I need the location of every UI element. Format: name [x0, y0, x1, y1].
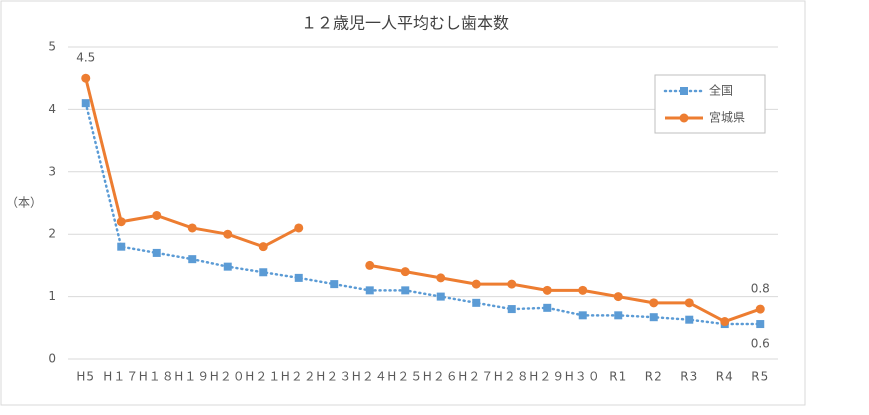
x-tick-label: H２６ [423, 370, 459, 384]
legend-box [654, 74, 766, 134]
x-tick-label: H２４ [352, 370, 388, 384]
marker [756, 320, 765, 329]
marker [614, 311, 623, 320]
marker [116, 217, 126, 227]
marker [649, 298, 659, 308]
marker [613, 292, 623, 302]
x-tick-label: H２３ [316, 370, 352, 384]
marker [436, 292, 445, 301]
marker [578, 285, 588, 295]
marker [152, 210, 162, 220]
marker [365, 286, 374, 295]
marker [472, 298, 481, 307]
x-tick-label: H5 [76, 370, 95, 384]
legend-label: 全国 [709, 83, 733, 98]
marker [294, 273, 303, 282]
x-tick-label: H１７ [103, 370, 139, 384]
x-tick-label: R4 [716, 370, 734, 384]
marker [684, 298, 694, 308]
marker [649, 313, 658, 322]
x-tick-label: H２９ [529, 370, 565, 384]
data-label: 0.6 [751, 337, 770, 351]
legend-label: 宮城県 [709, 110, 745, 125]
x-tick-label: H２０ [210, 370, 246, 384]
marker [223, 262, 232, 271]
marker [685, 315, 694, 324]
marker [400, 267, 410, 277]
marker [471, 279, 481, 289]
chart-border [0, 0, 806, 406]
x-tick-label: H１９ [174, 370, 210, 384]
marker [543, 303, 552, 312]
x-tick-label: H２１ [245, 370, 281, 384]
marker [187, 223, 197, 233]
marker [401, 286, 410, 295]
series-line [369, 263, 761, 324]
marker [330, 280, 339, 289]
marker [81, 99, 90, 108]
marker [223, 229, 233, 239]
x-tick-label: R2 [645, 370, 663, 384]
y-axis-label: （本） [6, 196, 42, 210]
legend-marker [680, 87, 688, 95]
marker [259, 268, 268, 277]
marker [81, 73, 91, 83]
marker [542, 285, 552, 295]
data-label: 0.8 [751, 282, 770, 296]
x-tick-label: H２５ [387, 370, 423, 384]
marker [188, 255, 197, 264]
chart-title: １２歳児一人平均むし歯本数 [301, 14, 509, 33]
marker [507, 305, 516, 314]
data-label: 4.5 [76, 51, 95, 65]
marker [152, 248, 161, 257]
marker [294, 223, 304, 233]
marker [720, 317, 730, 327]
y-tick-label: 0 [48, 352, 56, 366]
y-tick-label: 2 [48, 227, 56, 241]
marker [436, 273, 446, 283]
marker [365, 260, 375, 270]
y-tick-label: 4 [48, 102, 56, 116]
marker [258, 242, 268, 252]
x-tick-label: R3 [680, 370, 698, 384]
y-tick-label: 3 [48, 164, 56, 178]
y-tick-label: 1 [48, 289, 56, 303]
x-tick-label: H１８ [139, 370, 175, 384]
x-tick-label: R1 [609, 370, 627, 384]
marker [507, 279, 517, 289]
marker [755, 304, 765, 314]
x-tick-label: H３０ [565, 370, 601, 384]
marker [117, 242, 126, 251]
legend-marker [679, 113, 689, 123]
x-tick-label: H２７ [458, 370, 494, 384]
x-tick-label: H２８ [494, 370, 530, 384]
marker [578, 311, 587, 320]
y-tick-label: 5 [48, 40, 56, 54]
x-tick-label: H２２ [281, 370, 317, 384]
series-line [84, 101, 762, 326]
x-tick-label: R5 [751, 370, 769, 384]
